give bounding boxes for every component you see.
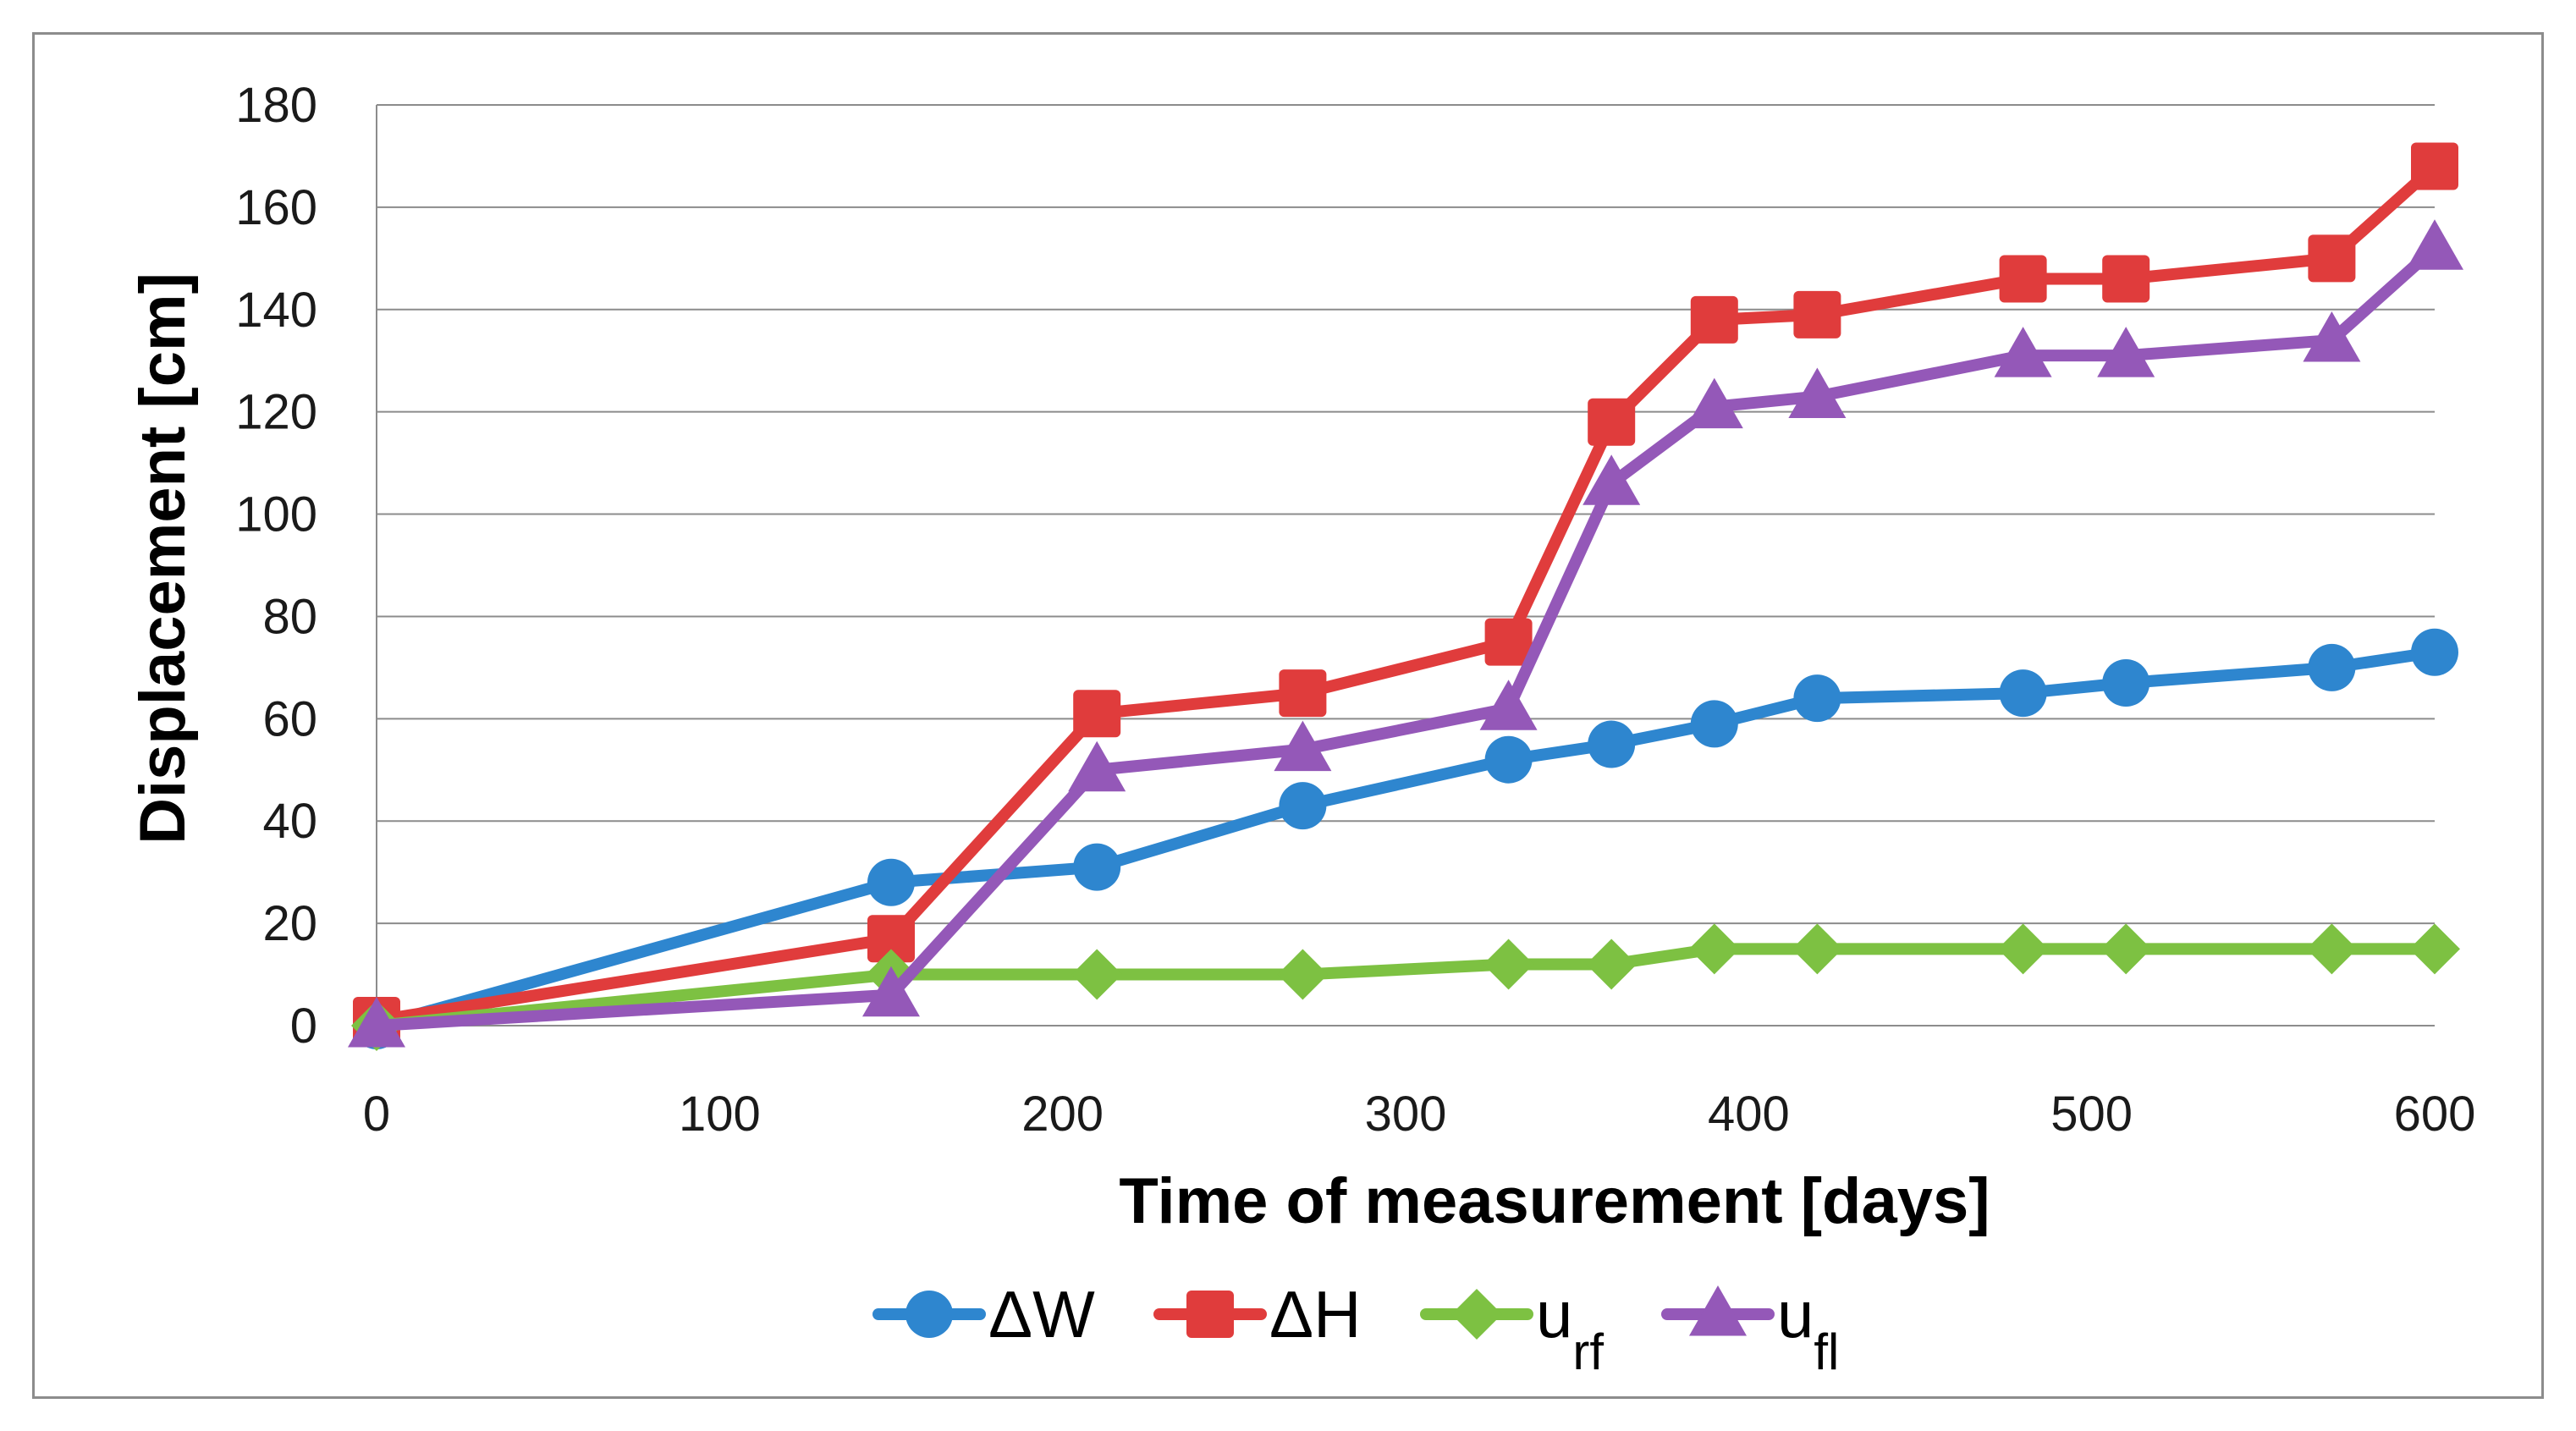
- data-point-ΔW: [1073, 843, 1121, 891]
- data-point-ΔW: [1690, 700, 1738, 748]
- legend-label-subscript: fl: [1814, 1324, 1839, 1380]
- data-point-urf: [1792, 923, 1843, 975]
- data-point-ΔH: [1484, 618, 1533, 666]
- legend-swatch-marker: [905, 1291, 953, 1338]
- data-point-ufl: [1582, 454, 1641, 505]
- x-tick-label: 300: [1365, 1087, 1447, 1142]
- legend-item-urf: urf: [1420, 1277, 1604, 1380]
- data-point-ΔW: [867, 858, 915, 906]
- data-point-ΔW: [1793, 674, 1841, 723]
- data-point-ufl: [862, 966, 920, 1017]
- legend-label: ufl: [1777, 1277, 1839, 1380]
- legend-item-ΔW: ΔW: [872, 1277, 1095, 1351]
- data-point-ΔH: [1279, 669, 1327, 718]
- data-point-urf: [2100, 923, 2152, 975]
- series-line-ΔW: [371, 646, 2441, 1032]
- y-axis-title: Displacement [cm]: [127, 272, 199, 845]
- data-point-ufl: [348, 997, 405, 1048]
- data-point-ΔH: [2102, 255, 2150, 303]
- legend-label-main: u: [1777, 1277, 1814, 1351]
- data-point-ΔH: [1073, 690, 1121, 738]
- legend-label-subscript: rf: [1572, 1324, 1604, 1380]
- data-point-ufl: [1788, 367, 1847, 419]
- legend-swatch-marker: [1451, 1289, 1502, 1340]
- y-tick-label: 140: [235, 283, 317, 338]
- data-point-ufl: [1994, 327, 2052, 377]
- y-tick-labels: 0 20 40 60 80 100 120 140 160 180: [235, 78, 317, 1054]
- data-point-ufl: [1068, 740, 1126, 792]
- data-point-ufl: [2303, 311, 2361, 362]
- legend-swatch-marker: [1186, 1291, 1234, 1338]
- series-ΔW: [353, 628, 2458, 1049]
- x-tick-label: 100: [679, 1087, 761, 1142]
- x-tick-label: 200: [1021, 1087, 1104, 1142]
- x-tick-label: 600: [2394, 1087, 2476, 1142]
- y-tick-label: 0: [290, 999, 317, 1054]
- data-point-ufl: [1685, 377, 1743, 429]
- legend-item-ufl: ufl: [1661, 1277, 1839, 1380]
- series-line-ufl: [371, 242, 2441, 1032]
- data-point-ΔH: [1690, 295, 1738, 344]
- y-tick-label: 120: [235, 385, 317, 440]
- data-point-urf: [2409, 923, 2460, 975]
- data-point-urf: [2306, 923, 2358, 975]
- data-point-ΔH: [867, 915, 915, 963]
- y-tick-label: 20: [262, 896, 317, 951]
- data-point-ufl: [2406, 219, 2463, 270]
- x-tick-labels: 0 100 200 300 400 500 600: [363, 1087, 2476, 1142]
- data-point-urf: [1997, 923, 2049, 975]
- legend-label: ΔW: [988, 1277, 1095, 1351]
- data-point-ΔH: [2411, 142, 2458, 190]
- series-ufl: [348, 219, 2463, 1048]
- data-point-urf: [1071, 949, 1123, 1000]
- data-point-ΔW: [1999, 669, 2047, 718]
- data-point-urf: [1277, 949, 1329, 1000]
- data-point-ufl: [1274, 720, 1332, 772]
- legend-label: urf: [1536, 1277, 1604, 1380]
- series-urf: [351, 923, 2460, 1051]
- data-point-urf: [1483, 938, 1534, 990]
- legend-label-main: ΔH: [1269, 1277, 1361, 1351]
- legend-swatch-marker: [1689, 1285, 1747, 1336]
- x-tick-label: 400: [1708, 1087, 1790, 1142]
- data-point-ufl: [1479, 680, 1538, 730]
- data-point-urf: [1586, 938, 1638, 990]
- gridlines: [376, 104, 2435, 1026]
- x-tick-label: 0: [363, 1087, 390, 1142]
- x-tick-label: 500: [2050, 1087, 2133, 1142]
- data-point-ΔW: [2411, 628, 2458, 676]
- legend-label-main: ΔW: [988, 1277, 1095, 1351]
- y-tick-label: 40: [262, 794, 317, 849]
- y-tick-label: 60: [262, 691, 317, 746]
- series-group: [348, 142, 2463, 1051]
- data-point-ΔW: [1279, 782, 1327, 830]
- series-ΔH: [353, 142, 2458, 1044]
- series-line-ΔH: [371, 160, 2441, 1026]
- data-point-ΔH: [2308, 234, 2356, 283]
- data-point-ΔW: [1484, 735, 1533, 784]
- y-tick-label: 100: [235, 487, 317, 542]
- y-tick-label: 160: [235, 180, 317, 235]
- series-line-urf: [371, 943, 2441, 1032]
- data-point-ΔH: [1588, 398, 1636, 446]
- data-point-ΔH: [1793, 290, 1841, 338]
- data-point-ΔW: [2308, 643, 2356, 691]
- data-point-ufl: [2097, 327, 2155, 377]
- x-axis-title: Time of measurement [days]: [1119, 1165, 1990, 1237]
- y-tick-label: 80: [262, 589, 317, 644]
- legend-label: ΔH: [1269, 1277, 1361, 1351]
- y-tick-label: 180: [235, 78, 317, 133]
- data-point-ΔH: [1999, 255, 2047, 303]
- legend-item-ΔH: ΔH: [1153, 1277, 1361, 1351]
- data-point-ΔW: [1588, 720, 1636, 768]
- legend-label-main: u: [1536, 1277, 1572, 1351]
- data-point-ΔW: [2102, 659, 2150, 707]
- data-point-urf: [1688, 923, 1740, 975]
